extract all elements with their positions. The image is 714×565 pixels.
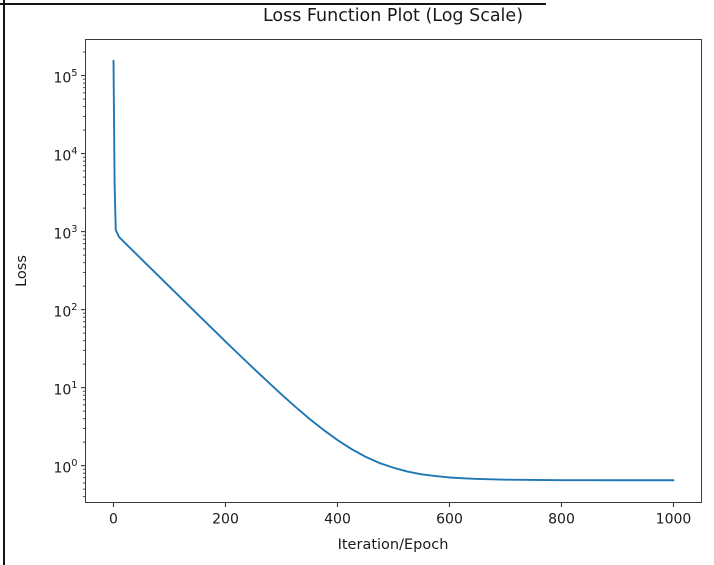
axes-spines	[85, 39, 702, 503]
y-axis-label: Loss	[14, 255, 30, 287]
y-tick-label: 102	[53, 302, 77, 321]
window-border-left	[3, 0, 5, 565]
x-tick-label: 400	[324, 512, 351, 528]
x-tick-label: 200	[212, 512, 239, 528]
y-tick-label: 101	[53, 380, 77, 399]
window-border-top	[0, 3, 546, 5]
chart-title: Loss Function Plot (Log Scale)	[262, 6, 524, 26]
loss-curve	[112, 59, 675, 482]
x-tick-label: 800	[548, 512, 575, 528]
y-tick-label: 103	[53, 224, 77, 243]
y-tick-label: 105	[53, 68, 77, 87]
y-tick-label: 100	[53, 458, 77, 477]
x-axis-label: Iteration/Epoch	[337, 537, 449, 553]
x-tick-label: 600	[436, 512, 463, 528]
y-tick-label: 104	[53, 146, 77, 165]
x-tick-label: 1000	[656, 512, 692, 528]
x-tick-label: 0	[109, 512, 118, 528]
